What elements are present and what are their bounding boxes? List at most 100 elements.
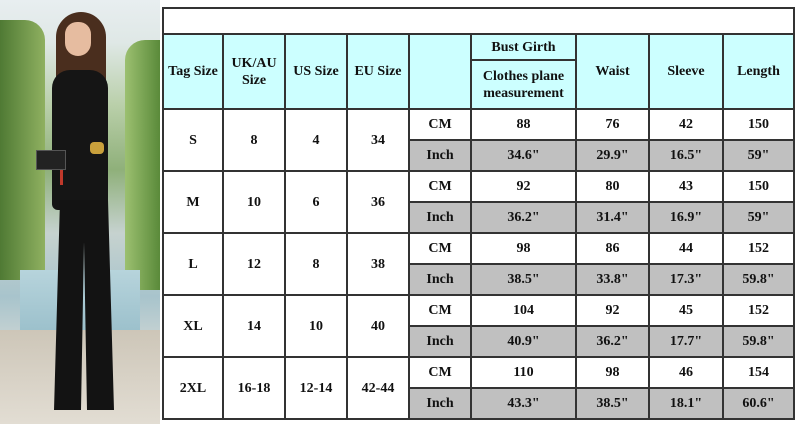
- tag-size-cell: S: [162, 108, 224, 172]
- bust-cm-cell: 92: [470, 170, 577, 203]
- waist-inch-cell: 36.2": [575, 325, 650, 358]
- jumpsuit-top: [52, 70, 108, 210]
- length-cm-cell: 150: [722, 170, 795, 203]
- model-photo: [0, 0, 160, 424]
- length-inch-cell: 60.6": [722, 387, 795, 420]
- tag-size-cell: L: [162, 232, 224, 296]
- sleeve-cm-cell: 44: [648, 232, 724, 265]
- waist-cm-cell: 98: [575, 356, 650, 389]
- unit-inch-cell: Inch: [408, 325, 472, 358]
- sleeve-inch-cell: 18.1": [648, 387, 724, 420]
- header-sleeve: Sleeve: [648, 33, 724, 110]
- eu-size-cell: 40: [346, 294, 410, 358]
- unit-inch-cell: Inch: [408, 201, 472, 234]
- us-size-cell: 10: [284, 294, 348, 358]
- blank-title-row: [162, 7, 795, 35]
- waist-inch-cell: 29.9": [575, 139, 650, 172]
- waist-cm-cell: 86: [575, 232, 650, 265]
- sleeve-cm-cell: 42: [648, 108, 724, 141]
- model-face: [65, 22, 91, 56]
- length-inch-cell: 59": [722, 139, 795, 172]
- bust-cm-cell: 88: [470, 108, 577, 141]
- header-eu-size: EU Size: [346, 33, 410, 110]
- us-size-cell: 12-14: [284, 356, 348, 420]
- eu-size-cell: 42-44: [346, 356, 410, 420]
- header-bust-girth: Bust Girth: [470, 33, 577, 61]
- sleeve-cm-cell: 45: [648, 294, 724, 327]
- waist-inch-cell: 31.4": [575, 201, 650, 234]
- bust-cm-cell: 98: [470, 232, 577, 265]
- length-cm-cell: 152: [722, 232, 795, 265]
- header-uk-au-size: UK/AU Size: [222, 33, 286, 110]
- sleeve-cm-cell: 43: [648, 170, 724, 203]
- tag-size-cell: XL: [162, 294, 224, 358]
- unit-cm-cell: CM: [408, 232, 472, 265]
- length-cm-cell: 150: [722, 108, 795, 141]
- sleeve-inch-cell: 17.3": [648, 263, 724, 296]
- unit-inch-cell: Inch: [408, 387, 472, 420]
- header-subrow: Clothes plane measurement: [163, 59, 794, 110]
- unit-cm-cell: CM: [408, 294, 472, 327]
- bust-cm-cell: 104: [470, 294, 577, 327]
- size-row-xl-inch: Inch 40.9" 36.2" 17.7" 59.8": [163, 325, 795, 358]
- tag-size-cell: 2XL: [162, 356, 224, 420]
- size-row-l-inch: Inch 38.5" 33.8" 17.3" 59.8": [163, 263, 795, 296]
- unit-cm-cell: CM: [408, 356, 472, 389]
- waist-inch-cell: 33.8": [575, 263, 650, 296]
- uk-au-size-cell: 10: [222, 170, 286, 234]
- waist-cm-cell: 76: [575, 108, 650, 141]
- size-row-xl-cm: XL 14 10 40 CM 104 92 45 152: [162, 294, 795, 358]
- size-row-s-inch: Inch 34.6" 29.9" 16.5" 59": [163, 139, 795, 172]
- header-unit: [408, 33, 472, 110]
- tag-size-cell: M: [162, 170, 224, 234]
- waist-cm-cell: 80: [575, 170, 650, 203]
- header-waist: Waist: [575, 33, 650, 110]
- bust-inch-cell: 40.9": [470, 325, 577, 358]
- eu-size-cell: 34: [346, 108, 410, 172]
- size-row-2xl-inch: Inch 43.3" 38.5" 18.1" 60.6": [163, 387, 795, 420]
- waist-cm-cell: 92: [575, 294, 650, 327]
- trees-right: [125, 40, 160, 290]
- size-row-l-cm: L 12 8 38 CM 98 86 44 152: [162, 232, 795, 296]
- header-us-size: US Size: [284, 33, 348, 110]
- size-row-m-cm: M 10 6 36 CM 92 80 43 150: [162, 170, 795, 234]
- sleeve-cm-cell: 46: [648, 356, 724, 389]
- sleeve-inch-cell: 17.7": [648, 325, 724, 358]
- length-cm-cell: 152: [722, 294, 795, 327]
- us-size-cell: 8: [284, 232, 348, 296]
- us-size-cell: 6: [284, 170, 348, 234]
- length-inch-cell: 59.8": [722, 325, 795, 358]
- header-tag-size: Tag Size: [162, 33, 224, 110]
- bust-inch-cell: 43.3": [470, 387, 577, 420]
- size-chart-table: Tag Size UK/AU Size US Size EU Size Bust…: [162, 7, 795, 420]
- uk-au-size-cell: 16-18: [222, 356, 286, 420]
- us-size-cell: 4: [284, 108, 348, 172]
- gold-bracelet: [90, 142, 104, 154]
- bust-inch-cell: 36.2": [470, 201, 577, 234]
- unit-cm-cell: CM: [408, 170, 472, 203]
- eu-size-cell: 36: [346, 170, 410, 234]
- header-row: Tag Size UK/AU Size US Size EU Size Bust…: [162, 33, 795, 110]
- size-row-s-cm: S 8 4 34 CM 88 76 42 150: [162, 108, 795, 172]
- unit-cm-cell: CM: [408, 108, 472, 141]
- eu-size-cell: 38: [346, 232, 410, 296]
- sleeve-inch-cell: 16.5": [648, 139, 724, 172]
- size-row-2xl-cm: 2XL 16-18 12-14 42-44 CM 110 98 46 154: [162, 356, 795, 420]
- bust-inch-cell: 38.5": [470, 263, 577, 296]
- length-inch-cell: 59": [722, 201, 795, 234]
- header-bust-note: Clothes plane measurement: [470, 59, 577, 110]
- unit-inch-cell: Inch: [408, 139, 472, 172]
- waist-inch-cell: 38.5": [575, 387, 650, 420]
- uk-au-size-cell: 8: [222, 108, 286, 172]
- header-length: Length: [722, 33, 795, 110]
- length-inch-cell: 59.8": [722, 263, 795, 296]
- length-cm-cell: 154: [722, 356, 795, 389]
- bust-cm-cell: 110: [470, 356, 577, 389]
- size-row-m-inch: Inch 36.2" 31.4" 16.9" 59": [163, 201, 795, 234]
- sleeve-inch-cell: 16.9": [648, 201, 724, 234]
- clutch-bag: [36, 150, 66, 170]
- red-belt: [60, 165, 63, 185]
- bust-inch-cell: 34.6": [470, 139, 577, 172]
- unit-inch-cell: Inch: [408, 263, 472, 296]
- uk-au-size-cell: 14: [222, 294, 286, 358]
